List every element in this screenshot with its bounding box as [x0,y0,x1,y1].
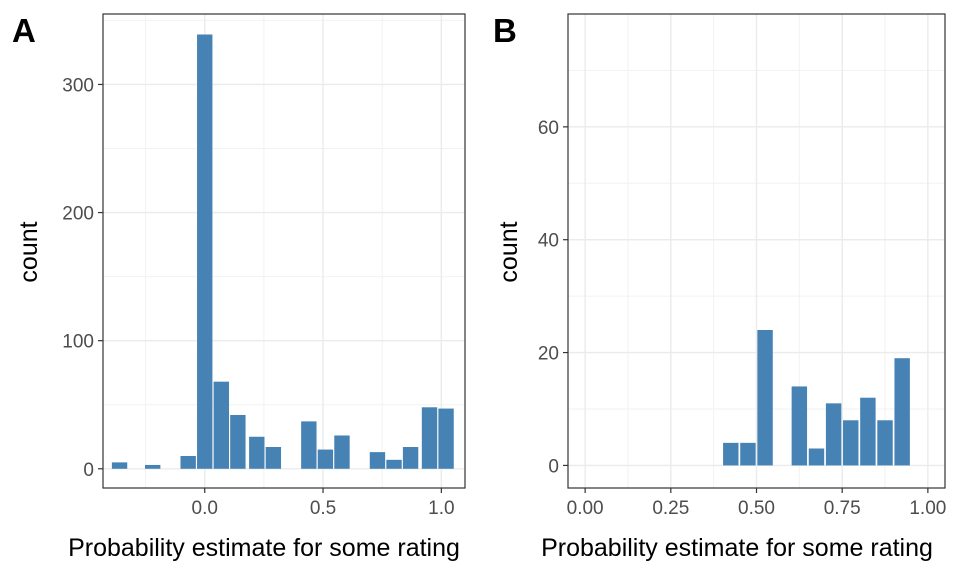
panel-b-x-axis-title: Probability estimate for some rating [541,534,933,562]
panel-b-grid [568,13,945,488]
panel-a-x-tick-label: 0.0 [192,498,218,519]
panel-b-y-tick-label: 60 [538,118,559,139]
panel-a-bar [386,459,402,469]
panel-b: B 0.00 0.25 0.50 0.75 1.00 0 20 40 60 Probabilit… [493,12,946,562]
panel-a-x-tick-label: 0.5 [310,498,336,519]
panel-a-bar [249,436,265,469]
panel-a-y-tick-label: 200 [62,204,94,225]
panel-a-bar [213,381,229,469]
panel-a-y-tick-label: 100 [62,332,94,353]
panel-a-bar [197,34,213,469]
panel-a-bars [111,34,454,469]
panel-b-y-axis-title: count [495,221,523,282]
panel-a-bar [402,447,419,469]
panel-b-y-tick-label: 20 [538,344,559,365]
panel-a-bar [265,447,282,469]
panel-b-x-tick-label: 0.00 [567,498,604,519]
panel-a-bar [180,455,196,469]
panel-b-tag: B [493,12,517,49]
panel-a-bar [301,421,317,469]
panel-b-title-clip [958,526,960,566]
panel-a-title-clip [478,526,520,566]
panel-a-x-tick-label: 1.0 [428,498,454,519]
panel-b-bar [825,403,842,466]
panel-b-bar [723,442,739,466]
panel-b-y-tick-label: 40 [538,231,559,252]
panel-b-bar [894,358,910,466]
panel-b-bar [843,420,859,466]
panel-a-bar [317,449,334,469]
panel-b-y-tick-label: 0 [548,456,559,477]
panel-a-y-tick-label: 0 [83,460,94,481]
panel-a-bar [111,462,128,469]
panel-a-frame [102,13,466,489]
panel-b-x-tick-label: 0.75 [824,498,861,519]
panel-b-bars [723,330,910,466]
panel-a-tag: A [12,12,36,49]
panel-a-bar [230,414,246,469]
panel-b-x-tick-label: 0.25 [652,498,689,519]
panel-a-ticks: 0.0 0.5 1.0 0 100 200 300 [62,75,454,519]
panel-b-x-tick-label: 0.50 [738,498,775,519]
panel-a-x-axis-title: Probability estimate for some rating [68,534,460,562]
panel-b-ticks: 0.00 0.25 0.50 0.75 1.00 0 20 40 60 [538,118,946,519]
panel-a-bar [334,435,350,469]
panel-a-y-axis-title: count [15,221,43,282]
panel-a-bar [369,452,386,469]
panel-a: A 0.0 0.5 1.0 0 100 200 300 Probability estima… [12,12,466,562]
panel-b-bar [808,448,825,466]
panel-a-bar [421,407,438,469]
panel-b-bar [860,397,876,466]
panel-b-bar [791,386,808,466]
panel-b-x-tick-label: 1.00 [909,498,946,519]
panel-a-bar [438,408,454,469]
panel-a-grid [103,14,465,488]
panel-b-bar [740,442,756,466]
panel-a-bar [144,464,161,469]
panel-b-bar [877,420,893,466]
panel-b-bar [757,330,773,466]
panel-a-y-tick-label: 300 [62,75,94,96]
